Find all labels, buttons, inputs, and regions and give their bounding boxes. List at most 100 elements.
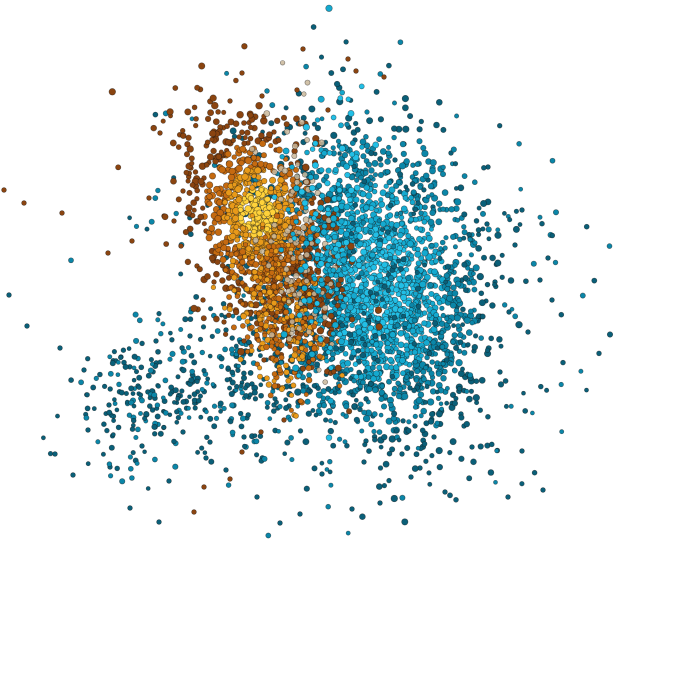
blue-point: [301, 284, 308, 292]
blue-point: [497, 369, 503, 375]
blue-point: [379, 220, 387, 228]
orange-point: [299, 353, 306, 360]
orange-point: [190, 199, 198, 207]
blue-point: [428, 370, 435, 377]
blue-point: [367, 324, 374, 332]
orange-point: [204, 273, 211, 280]
blue-point: [384, 340, 391, 347]
blue-point: [344, 211, 351, 218]
blue-point: [439, 171, 447, 178]
blue-point: [148, 357, 154, 363]
blue-point: [368, 181, 374, 187]
blue-point: [349, 140, 356, 147]
blue-point: [451, 323, 457, 329]
blue-point: [512, 313, 519, 320]
blue-point: [352, 202, 359, 208]
blue-point: [179, 388, 185, 394]
orange-point: [255, 311, 261, 317]
blue-point: [257, 353, 263, 359]
blue-point: [282, 451, 288, 457]
blue-point: [314, 361, 321, 368]
orange-point: [258, 265, 264, 271]
orange-point: [234, 185, 242, 193]
orange-point: [186, 225, 194, 233]
blue-point: [162, 377, 169, 384]
blue-point: [297, 428, 304, 434]
blue-point: [405, 274, 412, 281]
orange-point: [231, 274, 238, 281]
orange-point: [271, 371, 278, 377]
blue-point: [340, 256, 347, 264]
blue-point: [142, 449, 147, 455]
blue-point: [337, 338, 345, 345]
blue-point: [467, 372, 474, 379]
blue-point: [202, 450, 208, 456]
blue-point: [107, 354, 113, 360]
blue-point: [449, 301, 457, 309]
blue-point: [384, 192, 391, 199]
orange-point: [281, 167, 289, 175]
blue-point: [481, 165, 487, 171]
orange-point: [289, 318, 296, 325]
blue-point: [472, 394, 480, 402]
orange-point: [281, 184, 289, 192]
blue-point: [106, 409, 113, 416]
blue-point: [388, 319, 395, 325]
blue-point: [323, 417, 329, 423]
blue-point: [471, 344, 478, 351]
blue-point: [85, 461, 91, 467]
blue-point: [382, 460, 390, 468]
blue-point: [342, 439, 348, 445]
blue-point: [397, 282, 405, 289]
blue-point: [552, 259, 559, 266]
blue-point: [147, 395, 153, 401]
blue-point: [398, 214, 405, 221]
blue-point: [428, 226, 434, 232]
blue-point: [325, 434, 333, 441]
orange-point: [200, 315, 207, 322]
blue-point: [218, 408, 223, 414]
blue-point: [371, 159, 379, 167]
blue-point: [313, 412, 319, 418]
orange-point: [230, 324, 237, 331]
blue-point: [472, 264, 480, 272]
orange-point: [247, 124, 254, 131]
blue-point: [450, 284, 457, 291]
blue-point: [225, 365, 231, 371]
blue-point: [211, 403, 218, 409]
blue-point: [321, 150, 328, 157]
orange-point: [265, 262, 272, 269]
blue-point: [100, 451, 106, 457]
blue-point: [421, 310, 428, 316]
blue-point: [154, 413, 161, 420]
blue-point: [353, 120, 359, 127]
blue-point: [291, 235, 298, 242]
blue-point: [455, 359, 463, 367]
blue-point: [391, 410, 398, 417]
blue-point: [315, 408, 322, 415]
blue-point: [361, 459, 367, 465]
blue-point: [545, 255, 551, 261]
blue-point: [111, 349, 117, 355]
blue-point: [217, 400, 224, 407]
blue-point: [68, 377, 74, 383]
orange-point: [198, 62, 206, 70]
orange-point: [257, 365, 263, 371]
blue-point: [426, 470, 432, 476]
blue-point: [391, 134, 397, 141]
blue-point: [207, 439, 213, 445]
blue-point: [138, 411, 143, 416]
blue-point: [384, 349, 390, 354]
blue-point: [549, 297, 555, 303]
orange-point: [285, 377, 292, 384]
blue-point: [386, 144, 392, 150]
blue-point: [138, 392, 144, 398]
blue-point: [421, 149, 429, 158]
blue-point: [412, 423, 418, 429]
blue-point: [443, 272, 450, 279]
orange-point: [236, 134, 242, 140]
blue-point: [367, 289, 374, 296]
blue-point: [435, 410, 443, 418]
blue-point: [461, 235, 467, 241]
blue-point: [84, 392, 90, 398]
